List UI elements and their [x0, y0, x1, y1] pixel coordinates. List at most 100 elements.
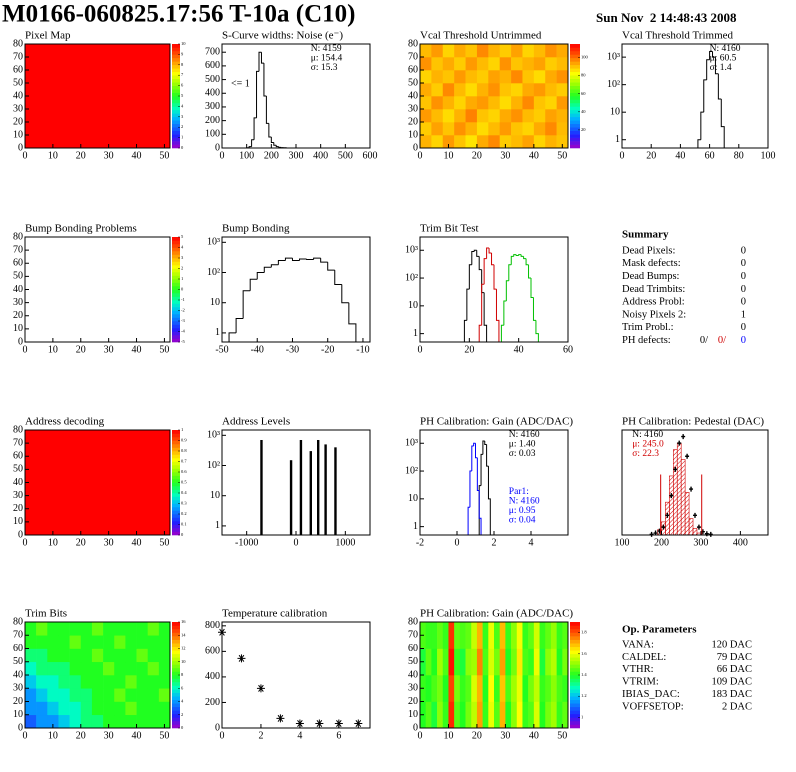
x-tick-label: 50 — [557, 150, 567, 161]
colorbar-step — [570, 102, 580, 107]
histogram-bin — [348, 302, 357, 342]
y-tick-label: 70 — [13, 244, 23, 255]
x-tick-label: 40 — [132, 344, 142, 355]
heatmap-cell — [25, 430, 170, 535]
colorbar-step — [172, 510, 180, 515]
histogram-bin — [510, 255, 514, 265]
heatmap-cell — [442, 622, 449, 649]
heatmap-cell — [442, 675, 449, 702]
colorbar-step — [570, 629, 580, 633]
colorbar-step — [172, 629, 180, 633]
heatmap-cell — [465, 701, 472, 729]
y-tick-label: 60 — [408, 64, 418, 75]
heatmap-cell — [58, 701, 70, 716]
heatmap-cell — [103, 635, 115, 649]
colorbar-tick-label: 0.2 — [181, 511, 187, 516]
colorbar-step — [570, 123, 580, 128]
colorbar-step — [172, 524, 180, 529]
heatmap-cell — [114, 701, 126, 716]
colorbar-step — [570, 61, 580, 66]
heatmap-cell — [482, 675, 489, 702]
colorbar-step — [570, 82, 580, 86]
colorbar-step — [172, 444, 180, 448]
heatmap-cell — [471, 648, 478, 676]
histogram-bin — [505, 280, 509, 301]
histogram-bin — [313, 257, 321, 260]
y-tick-label: 60 — [13, 451, 23, 462]
y-tick-label: 400 — [205, 88, 220, 99]
y-tick-label: 10³ — [207, 430, 220, 441]
colorbar-step — [172, 286, 180, 290]
colorbar-step — [570, 75, 580, 79]
heatmap-cell — [465, 70, 478, 84]
colorbar-tick-label: 3 — [181, 255, 184, 260]
histogram-bin — [228, 332, 237, 342]
colorbar-tick-label: -5 — [181, 339, 185, 344]
y-tick-label: 60 — [13, 643, 23, 654]
heatmap-cell — [58, 648, 70, 663]
colorbar-step — [570, 106, 580, 111]
histogram-bin — [273, 142, 277, 146]
summary-value: 0 — [741, 335, 746, 346]
colorbar-step — [172, 237, 180, 241]
colorbar-step — [172, 317, 180, 322]
colorbar-step — [570, 706, 580, 711]
colorbar-tick-label: 1.2 — [581, 693, 587, 698]
heatmap-cell — [69, 701, 82, 716]
colorbar-tick-label: 1.6 — [581, 651, 587, 656]
y-tick-label: 20 — [13, 503, 23, 514]
colorbar-step — [172, 113, 180, 118]
heatmap-cell — [58, 675, 70, 689]
heatmap-cell — [103, 661, 115, 676]
x-tick-label: -50 — [215, 344, 228, 355]
heatmap-cell — [431, 675, 438, 702]
histogram-bin — [488, 248, 492, 254]
colorbar-tick-label: 60 — [581, 91, 586, 96]
heatmap-cell — [522, 675, 529, 702]
x-tick-label: 30 — [500, 730, 510, 741]
histogram-bin — [265, 96, 269, 124]
panel: Trim Bit Test 0 20 40 60 1 10 10² 10³ — [405, 223, 573, 356]
colorbar-step — [172, 82, 180, 86]
heatmap-cell — [420, 70, 432, 84]
y-tick-label: 10 — [210, 490, 220, 501]
colorbar-step — [172, 692, 180, 697]
heatmap-cell — [91, 688, 104, 702]
y-tick-label: 600 — [205, 60, 220, 71]
heatmap-cell — [488, 622, 495, 649]
histogram-bin — [523, 256, 527, 260]
histogram-bin — [473, 249, 477, 252]
heatmap-cell — [516, 701, 523, 729]
histogram-bin — [700, 111, 704, 140]
heatmap-cell — [431, 648, 438, 676]
y-tick-label: 30 — [13, 103, 23, 114]
colorbar-step — [172, 54, 180, 59]
colorbar-step — [172, 625, 180, 630]
heatmap-cell — [448, 675, 455, 702]
colorbar-step — [172, 116, 180, 121]
heatmap-cell — [454, 622, 461, 649]
colorbar-step — [172, 293, 180, 297]
histogram-bin — [486, 444, 489, 467]
heatmap-cell — [36, 622, 48, 636]
heatmap-cell — [454, 96, 466, 110]
colorbar-tick-label: 0.3 — [181, 501, 187, 506]
y-tick-label: 0 — [18, 529, 23, 540]
colorbar-step — [172, 639, 180, 644]
colorbar-step — [570, 667, 580, 672]
heatmap-cell — [499, 44, 512, 58]
histogram-bin — [703, 79, 707, 113]
colorbar-step — [172, 468, 180, 473]
y-tick-label: 40 — [13, 669, 23, 680]
colorbar-step — [172, 489, 180, 494]
histogram-bin — [235, 318, 244, 333]
heatmap-cell — [80, 648, 93, 663]
y-tick-label: 20 — [13, 310, 23, 321]
heatmap-cell — [528, 648, 535, 676]
heatmap-cell — [476, 675, 483, 702]
y-tick-label: 10² — [405, 465, 418, 476]
y-tick-label: 10² — [405, 272, 418, 283]
heatmap-cell — [545, 135, 557, 149]
colorbar-step — [570, 89, 580, 93]
